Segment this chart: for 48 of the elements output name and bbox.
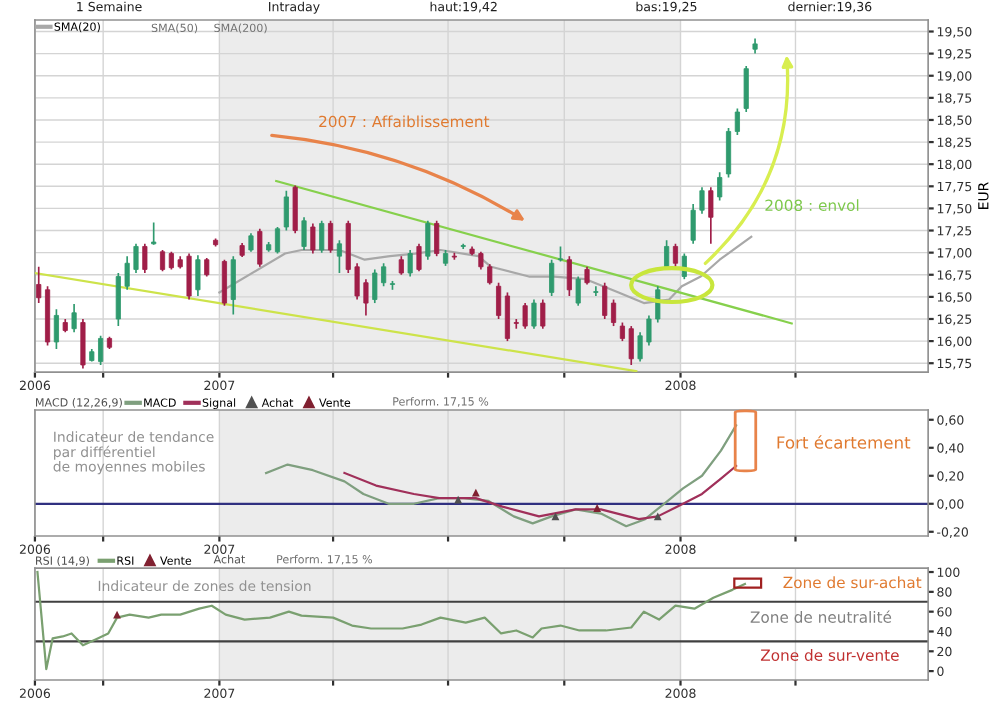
candlestick (204, 257, 210, 278)
candlestick (416, 242, 422, 273)
candlestick (336, 239, 342, 274)
candlestick (549, 258, 555, 297)
point (593, 504, 602, 512)
candlestick (230, 255, 236, 316)
candlestick (221, 258, 227, 307)
candlestick (743, 65, 749, 113)
line-series (218, 235, 753, 305)
candlestick (531, 298, 537, 330)
candlestick (159, 249, 166, 273)
candlestick (425, 219, 431, 261)
candlestick (248, 232, 254, 253)
candlestick (327, 219, 334, 254)
candlestick (274, 226, 281, 255)
point (551, 512, 560, 521)
candlestick (628, 325, 634, 366)
annotation: Fort écartement (777, 435, 911, 449)
candlestick (434, 219, 440, 258)
candlestick (407, 249, 413, 278)
candlestick (540, 298, 546, 330)
candlestick (593, 285, 599, 297)
candlestick (717, 171, 723, 202)
candlestick (80, 318, 86, 370)
candlestick (566, 255, 572, 297)
candlestick (301, 216, 307, 251)
candlestick (142, 242, 148, 274)
candlestick (195, 254, 201, 297)
candlestick (151, 221, 157, 246)
candlestick (319, 219, 325, 254)
candlestick (257, 227, 263, 268)
candlestick (71, 303, 77, 334)
candlestick (708, 186, 714, 245)
candlestick (292, 184, 298, 235)
candlestick (734, 107, 740, 136)
candlestick (53, 308, 59, 350)
candlestick (725, 127, 732, 179)
candlestick (283, 189, 289, 232)
point (653, 512, 662, 521)
candlestick (496, 281, 502, 320)
candlestick (398, 255, 404, 276)
point (471, 488, 480, 497)
candlestick (372, 268, 378, 304)
candlestick (575, 275, 581, 307)
candlestick (602, 281, 608, 320)
candlestick (310, 222, 316, 255)
candlestick (672, 242, 679, 268)
point (454, 495, 463, 504)
